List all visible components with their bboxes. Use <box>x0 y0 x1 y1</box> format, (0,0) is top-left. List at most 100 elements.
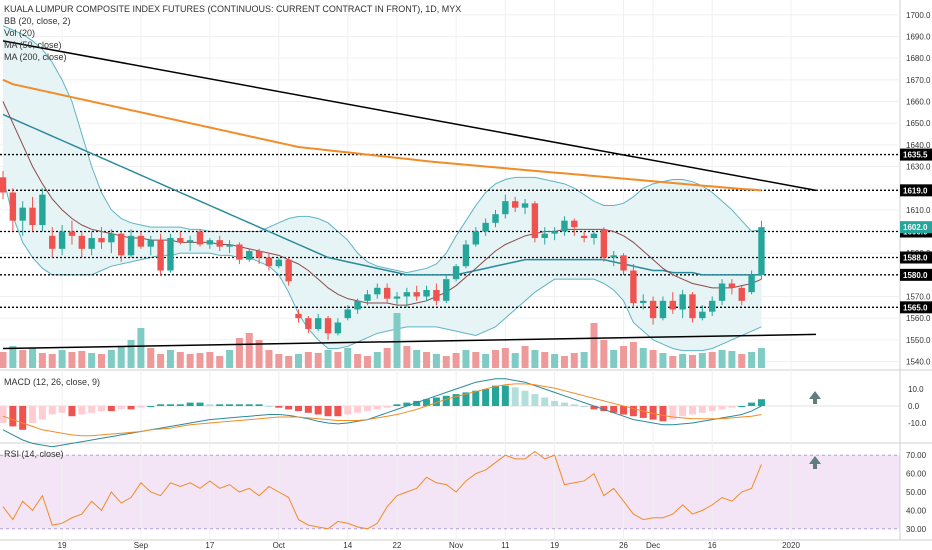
level-tag <box>900 184 932 197</box>
legend-rsi: RSI (14, close) <box>4 449 64 459</box>
bollinger-fill <box>3 25 762 351</box>
volume-bar <box>551 354 559 368</box>
bollinger-upper-line <box>2 25 762 274</box>
macd-histogram-bar <box>452 394 460 406</box>
candle-body <box>246 251 253 260</box>
candle-body <box>78 235 85 249</box>
volume-bar <box>196 353 204 368</box>
price-tick-label: 1670.0 <box>906 76 931 85</box>
macd-histogram-bar <box>363 406 371 412</box>
candle-body <box>206 240 214 245</box>
trendline <box>2 40 817 192</box>
volume-bar <box>403 346 411 368</box>
volume-bar <box>570 353 578 368</box>
candle-body <box>177 238 184 243</box>
candle-body <box>39 194 46 225</box>
macd-line <box>2 378 762 448</box>
candle-body <box>29 207 36 225</box>
macd-histogram-bar <box>107 406 115 412</box>
price-tick-label: 1650.0 <box>906 119 931 128</box>
candle-body <box>600 229 608 258</box>
macd-histogram-bar <box>314 406 322 415</box>
candle-body <box>236 244 243 260</box>
macd-histogram-bar <box>344 406 352 415</box>
level-tag <box>900 148 932 161</box>
volume-bar <box>295 354 302 368</box>
price-tick-label: 1690.0 <box>906 33 931 42</box>
macd-histogram-bar <box>649 406 657 420</box>
volume-bar <box>29 348 37 368</box>
macd-histogram-bar <box>541 397 549 406</box>
candle-body <box>679 294 686 310</box>
candle-body <box>580 235 588 238</box>
volume-bar <box>521 346 529 368</box>
candle-body <box>728 283 736 288</box>
volume-bar <box>9 346 17 368</box>
price-pane[interactable] <box>0 25 900 368</box>
candle-body <box>196 231 204 245</box>
macd-histogram-bar <box>226 404 234 406</box>
legend-bb: BB (20, close, 2) <box>4 16 71 26</box>
volume-bar <box>38 353 46 368</box>
volume-bar <box>216 356 224 368</box>
macd-histogram-bar <box>295 406 302 412</box>
candle-body <box>9 192 17 221</box>
volume-bar <box>462 350 470 368</box>
legend-macd: MACD (12, 26, close, 9) <box>4 377 100 387</box>
volume-bar <box>620 346 628 368</box>
volume-bar <box>235 338 243 368</box>
macd-histogram-bar <box>255 404 263 406</box>
candle-body <box>68 231 76 236</box>
volume-bar <box>452 353 460 368</box>
volume-bar <box>492 350 499 368</box>
volume-bar <box>757 348 765 368</box>
macd-pane[interactable] <box>0 378 900 448</box>
candle-body <box>502 201 509 215</box>
macd-histogram-bar <box>698 406 706 413</box>
volume-bar <box>324 350 332 368</box>
price-tick-label: 1700.0 <box>906 11 931 20</box>
candle-body <box>137 235 145 247</box>
volume-bar <box>226 350 234 368</box>
candle-body <box>472 231 479 245</box>
macd-tick-label: 10.0 <box>908 385 924 394</box>
macd-up-arrow-icon <box>809 391 821 404</box>
candle-body <box>718 283 726 301</box>
level-tag <box>900 251 932 264</box>
time-tick-label: Sep <box>134 541 149 550</box>
macd-histogram-bar <box>383 406 391 408</box>
macd-histogram-bar <box>738 406 746 407</box>
volume-bar <box>442 356 450 368</box>
candle-body <box>709 300 716 312</box>
macd-histogram-bar <box>413 400 421 406</box>
legend-ma200: MA (200, close) <box>4 52 67 62</box>
level-tag-label: 1619.0 <box>903 186 928 195</box>
macd-histogram-bar <box>304 406 312 413</box>
rsi-pane[interactable] <box>0 450 900 530</box>
price-tick-label: 1610.0 <box>906 206 931 215</box>
macd-signal-line <box>2 383 762 437</box>
macd-histogram-bar <box>718 406 726 410</box>
price-tick-label: 1570.0 <box>906 293 931 302</box>
macd-histogram-bar <box>157 404 165 406</box>
macd-histogram-bar <box>492 385 499 406</box>
candle-body <box>186 240 194 243</box>
volume-bar <box>580 352 588 368</box>
candle-body <box>738 287 745 301</box>
volume-bar <box>107 350 115 368</box>
volume-bar <box>560 356 568 368</box>
candle-body <box>669 300 676 310</box>
rsi-band <box>0 455 900 529</box>
macd-histogram-bar <box>354 406 362 413</box>
macd-histogram-bar <box>216 404 224 406</box>
candle-body <box>167 238 174 271</box>
volume-bar <box>344 348 352 368</box>
candle-body <box>127 235 135 256</box>
candle-body <box>620 255 627 271</box>
candle-body <box>334 322 342 334</box>
volume-bar <box>186 354 194 368</box>
candle-body <box>98 238 105 243</box>
candle-body <box>640 300 647 303</box>
volume-bar <box>245 333 253 368</box>
